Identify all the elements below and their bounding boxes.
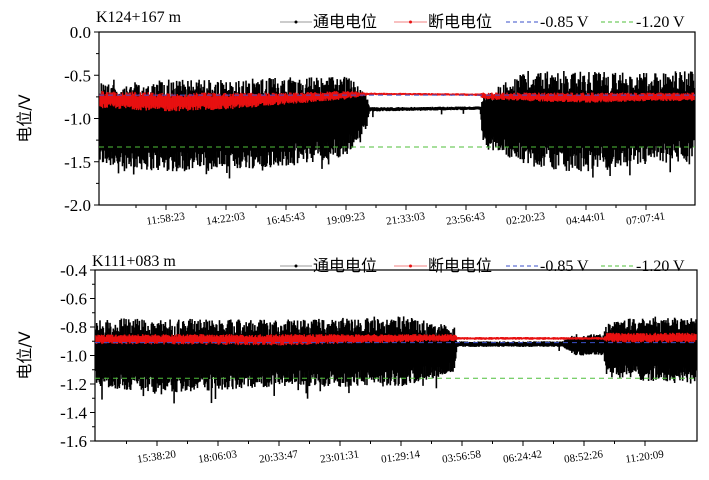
y-tick-label: -2.0 [64,196,91,215]
x-tick-label: 08:52:26 [563,448,604,465]
chart-panel: 0.0 -0.5 -1.0 -1.5 -2.0 11:58:23 14:22:03 16:45… [15,9,696,228]
x-tick-label: 11:20:09 [625,448,665,465]
y-tick-label: -0.4 [60,261,87,280]
x-tick-label: 18:06:03 [197,448,238,465]
x-tick-label: 02:20:23 [505,210,546,227]
x-tick-label: 23:56:43 [445,210,486,227]
x-tick-label: 16:45:43 [265,210,306,227]
legend-label: 通电电位 [313,13,377,31]
legend-label: -0.85 V [540,258,589,275]
y-tick-label: -1.2 [60,375,87,394]
legend-label: -1.20 V [636,14,685,31]
x-tick-label: 19:09:23 [325,210,366,227]
legend-label: -0.85 V [540,14,589,31]
y-tick-label: -1.0 [64,110,91,129]
x-tick-label: 11:58:23 [146,210,186,227]
x-tick-label: 23:01:31 [319,448,359,465]
legend-marker [409,20,412,24]
x-tick-label: 15:38:20 [136,448,177,465]
on-potential-series [95,316,697,404]
legend: 通电电位 断电电位 -0.85 V -1.20 V [280,13,685,31]
y-tick-label: -0.5 [64,66,91,85]
x-tick-label: 20:33:47 [258,448,299,465]
y-tick-label: -0.8 [60,318,87,337]
legend-label: 断电电位 [428,13,492,31]
y-tick-label: -1.6 [60,432,87,451]
x-tick-label: 04:44:01 [565,210,605,227]
y-axis-label: 电位/V [15,94,34,142]
y-tick-label: 0.0 [70,23,91,42]
y-tick-label: -1.0 [60,347,87,366]
legend-marker [409,264,412,268]
x-tick-label: 21:33:03 [385,210,426,227]
legend-label: 通电电位 [313,257,377,275]
chart-title: K111+083 m [92,253,176,270]
legend: 通电电位 断电电位 -0.85 V -1.20 V [280,257,685,275]
y-tick-label: -1.4 [60,404,87,423]
x-tick-label: 06:24:42 [502,448,542,465]
chart-title: K124+167 m [96,9,182,26]
x-tick-label: 07:07:41 [625,210,665,227]
y-tick-label: -1.5 [64,153,91,172]
legend-label: -1.20 V [636,258,685,275]
legend-marker [294,20,298,24]
chart-panel: -0.4 -0.6 -0.8 -1.0 -1.2 -1.4 -1.6 15:38:20 18:0… [15,253,698,466]
y-axis-label: 电位/V [15,331,34,379]
x-tick-label: 14:22:03 [205,210,246,227]
x-tick-label: 03:56:58 [441,448,482,465]
off-potential-series [99,90,695,112]
legend-label: 断电电位 [428,257,492,275]
legend-marker [294,264,298,268]
x-tick-label: 01:29:14 [380,448,421,465]
y-tick-label: -0.6 [60,290,87,309]
